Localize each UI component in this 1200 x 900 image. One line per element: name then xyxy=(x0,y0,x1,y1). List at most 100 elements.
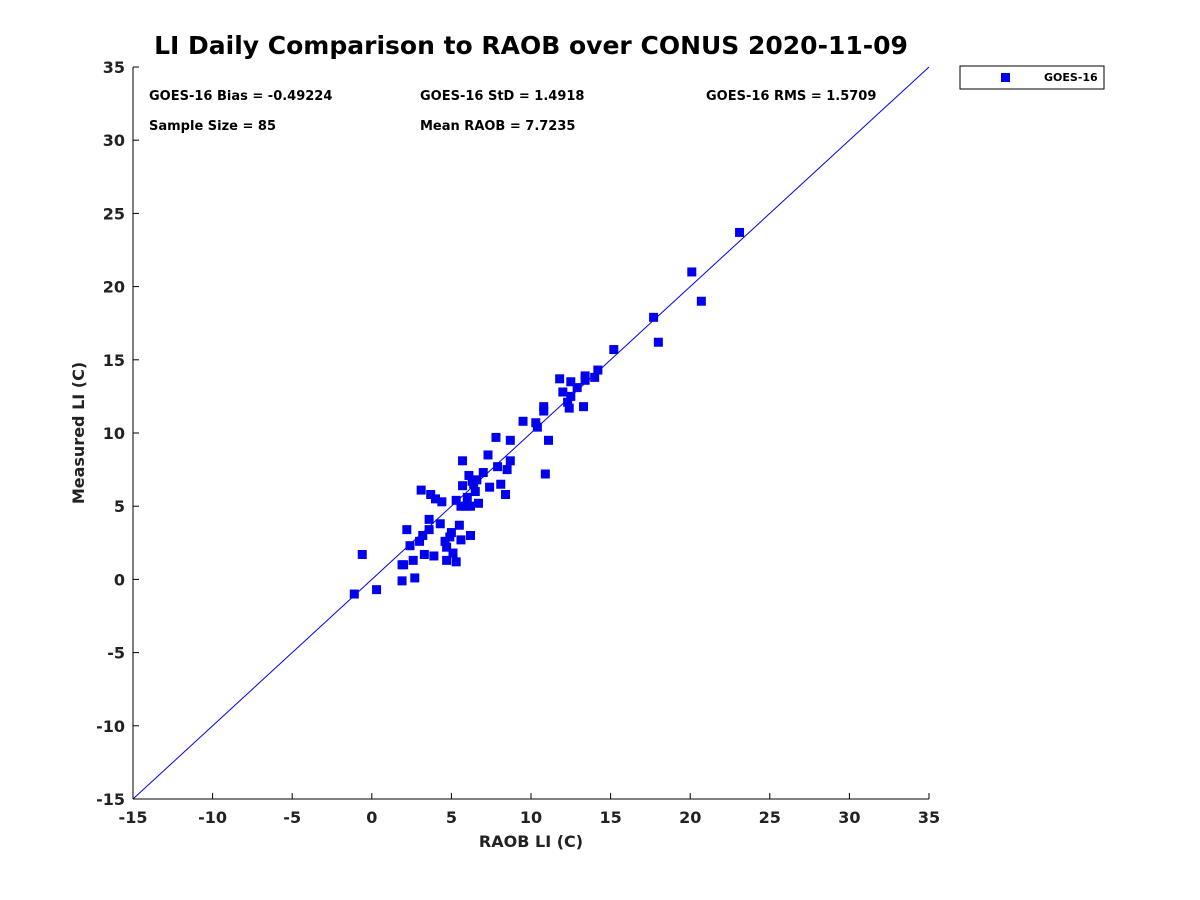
data-point xyxy=(566,391,576,401)
x-tick-label: 10 xyxy=(520,808,542,827)
data-point xyxy=(446,528,456,538)
y-tick-label: 30 xyxy=(103,131,125,150)
axis-ticks: -15 -10 -5 0 5 10 15 20 25 30 35 -15 -10 -5 0 5 10 15 20 25… xyxy=(96,58,940,827)
data-point xyxy=(424,525,434,535)
data-point xyxy=(410,573,420,583)
data-point xyxy=(478,468,488,478)
data-point xyxy=(397,576,407,586)
data-point xyxy=(349,589,359,599)
x-tick-label: 15 xyxy=(599,808,621,827)
reference-line-group xyxy=(132,66,930,800)
data-point xyxy=(399,560,409,570)
data-point xyxy=(442,542,452,552)
data-point xyxy=(426,489,436,499)
data-point xyxy=(402,525,412,535)
data-point xyxy=(466,501,476,511)
data-point xyxy=(435,519,445,529)
annotation-rms: GOES-16 RMS = 1.5709 xyxy=(706,89,876,104)
data-point xyxy=(472,475,482,485)
x-tick-label: 30 xyxy=(838,808,860,827)
data-point xyxy=(579,402,589,412)
data-point xyxy=(539,402,549,412)
data-point xyxy=(415,536,425,546)
data-point xyxy=(437,497,447,507)
legend: GOES-16 xyxy=(959,65,1105,90)
y-tick-label: 15 xyxy=(103,351,125,370)
data-point xyxy=(566,377,576,387)
data-point xyxy=(454,520,464,530)
x-tick-label: -15 xyxy=(119,808,148,827)
data-point xyxy=(609,345,619,355)
data-point xyxy=(563,397,573,407)
x-tick-label: 0 xyxy=(366,808,377,827)
data-point xyxy=(696,296,706,306)
y-axis-label: Measured LI (C) xyxy=(69,362,88,504)
data-point xyxy=(473,498,483,508)
data-point xyxy=(461,501,471,511)
data-point xyxy=(687,267,697,277)
data-point xyxy=(456,501,466,511)
data-point xyxy=(419,550,429,560)
data-point xyxy=(458,456,468,466)
data-point xyxy=(540,469,550,479)
data-point xyxy=(518,416,528,426)
data-point xyxy=(483,450,493,460)
y-tick-label: -15 xyxy=(96,790,125,809)
chart-title: LI Daily Comparison to RAOB over CONUS 2… xyxy=(154,31,908,60)
annotation-bias: GOES-16 Bias = -0.49224 xyxy=(149,89,332,104)
x-tick-label: 5 xyxy=(446,808,457,827)
data-point xyxy=(357,550,367,560)
data-point xyxy=(464,470,474,480)
y-tick-label: 20 xyxy=(103,278,125,297)
data-point xyxy=(505,456,515,466)
x-axis-label: RAOB LI (C) xyxy=(479,832,583,851)
data-point xyxy=(590,372,600,382)
data-point xyxy=(580,371,590,381)
data-point xyxy=(372,585,382,595)
data-point xyxy=(405,541,415,551)
data-point xyxy=(416,485,426,495)
x-tick-label: 35 xyxy=(918,808,940,827)
data-point xyxy=(532,422,542,432)
y-tick-label: -5 xyxy=(107,644,125,663)
data-point xyxy=(451,557,461,567)
data-point xyxy=(572,383,582,393)
annotation-std: GOES-16 StD = 1.4918 xyxy=(420,89,584,104)
data-point xyxy=(448,548,458,558)
data-point xyxy=(564,403,574,413)
data-point xyxy=(491,432,501,442)
data-point xyxy=(462,492,472,502)
x-tick-label: -10 xyxy=(198,808,227,827)
data-point xyxy=(424,514,434,524)
annotation-sample-size: Sample Size = 85 xyxy=(149,119,276,134)
legend-marker xyxy=(1001,73,1010,82)
data-point xyxy=(456,535,466,545)
legend-label: GOES-16 xyxy=(1044,71,1098,84)
data-point xyxy=(593,365,603,375)
y-tick-label: 35 xyxy=(103,58,125,77)
data-point xyxy=(418,530,428,540)
legend-box xyxy=(959,65,1105,90)
data-point xyxy=(440,536,450,546)
data-points xyxy=(349,227,745,599)
data-point xyxy=(649,312,659,322)
data-point xyxy=(558,387,568,397)
data-point xyxy=(470,487,480,497)
data-point xyxy=(466,530,476,540)
data-point xyxy=(653,337,663,347)
y-tick-label: 0 xyxy=(114,570,125,589)
data-point xyxy=(451,495,461,505)
y-tick-label: 10 xyxy=(103,424,125,443)
data-point xyxy=(408,555,418,565)
annotation-mean-raob: Mean RAOB = 7.7235 xyxy=(420,119,575,134)
data-point xyxy=(501,489,511,499)
data-point xyxy=(442,555,452,565)
data-point xyxy=(555,374,565,384)
data-point xyxy=(429,551,439,561)
one-to-one-line xyxy=(132,66,930,800)
x-tick-label: -5 xyxy=(283,808,301,827)
y-tick-label: 25 xyxy=(103,204,125,223)
data-point xyxy=(496,479,506,489)
data-point xyxy=(735,227,745,237)
